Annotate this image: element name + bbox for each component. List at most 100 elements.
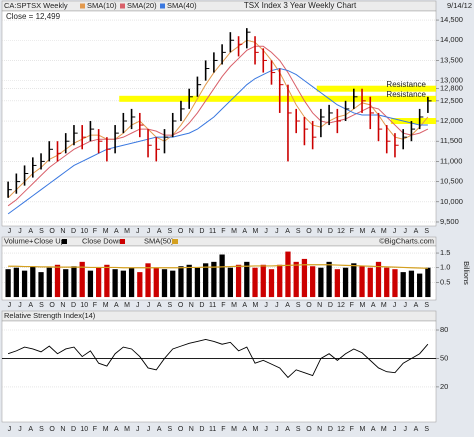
x-tick-label: M	[253, 228, 259, 235]
x-tick-label: M	[231, 426, 237, 433]
x-tick-label: 11	[209, 426, 216, 433]
volume-bar	[203, 263, 209, 298]
x-tick-label: J	[275, 302, 279, 309]
x-tick-label: A	[285, 426, 290, 433]
volume-bar	[79, 261, 85, 298]
date: 9/14/12	[447, 1, 472, 10]
legend-label: Close Down	[82, 236, 122, 245]
x-tick-label: O	[49, 228, 55, 235]
volume-bar	[277, 264, 283, 298]
credit: ©BigCharts.com	[379, 236, 434, 245]
x-tick-label: S	[424, 228, 429, 235]
volume-bar	[400, 272, 406, 298]
x-tick-label: A	[242, 302, 247, 309]
x-tick-label: 12	[337, 302, 345, 309]
x-tick-label: D	[199, 426, 204, 433]
x-tick-label: J	[136, 426, 140, 433]
x-tick-label: J	[393, 426, 397, 433]
price-panel	[1, 10, 437, 227]
volume-bar	[13, 267, 19, 298]
x-tick-label: A	[371, 302, 376, 309]
rsi-title: Relative Strength Index(14)	[4, 311, 96, 320]
legend-swatch	[80, 3, 85, 9]
volume-bar	[104, 264, 110, 298]
x-tick-label: M	[360, 228, 366, 235]
x-tick-label: O	[178, 426, 184, 433]
x-tick-label: M	[253, 302, 259, 309]
annotation: Resistance	[386, 90, 426, 99]
x-tick-label: A	[285, 302, 290, 309]
y-tick-label: 10,500	[440, 177, 463, 186]
x-tick-label: D	[71, 426, 76, 433]
x-tick-label: N	[60, 426, 65, 433]
volume-bar	[170, 270, 176, 298]
volume-bar	[252, 267, 258, 298]
x-tick-label: M	[360, 426, 366, 433]
y-tick-label: 10,000	[440, 197, 463, 206]
x-tick-label: M	[124, 302, 130, 309]
x-tick-label: N	[317, 302, 322, 309]
x-tick-label: A	[28, 426, 33, 433]
x-tick-label: J	[147, 426, 151, 433]
volume-bar	[285, 251, 291, 298]
legend-swatch	[160, 3, 165, 9]
plot-layer	[2, 19, 436, 388]
volume-bar	[342, 267, 349, 298]
volume-bar	[425, 267, 431, 298]
close-label: Close = 12,499	[6, 12, 61, 21]
volume-bar	[326, 261, 332, 298]
x-tick-label: J	[147, 302, 151, 309]
x-tick-label: M	[253, 426, 259, 433]
x-tick-label: A	[285, 228, 290, 235]
x-tick-label: A	[414, 302, 419, 309]
x-tick-label: M	[231, 302, 237, 309]
y-axis-label: Billions	[462, 261, 471, 285]
chart-title: TSX Index 3 Year Weekly Chart	[244, 1, 357, 10]
x-tick-label: O	[49, 302, 55, 309]
x-tick-label: S	[168, 228, 173, 235]
x-tick-label: S	[424, 302, 429, 309]
x-tick-label: O	[178, 228, 184, 235]
volume-bar	[30, 266, 36, 298]
volume-bar	[211, 261, 217, 298]
x-tick-label: S	[424, 426, 429, 433]
x-tick-label: A	[242, 228, 247, 235]
x-tick-label: N	[317, 228, 322, 235]
y-tick-label: 1.5	[440, 248, 450, 257]
y-tick-label: 80	[440, 325, 448, 334]
volume-bar	[268, 269, 275, 298]
legend-label: SMA(10)	[87, 1, 117, 10]
sma-line	[7, 39, 429, 199]
legend-swatch	[120, 3, 125, 9]
x-tick-label: D	[328, 228, 333, 235]
volume-bar	[417, 273, 423, 298]
rsi-panel	[1, 320, 437, 423]
x-tick-label: F	[93, 228, 97, 235]
sma-line	[7, 68, 428, 215]
x-tick-label: M	[381, 426, 387, 433]
x-tick-label: D	[328, 302, 333, 309]
x-tick-label: A	[414, 228, 419, 235]
legend-swatch	[62, 239, 67, 244]
x-tick-label: F	[221, 302, 225, 309]
x-tick-label: 11	[209, 228, 216, 235]
y-tick-label: 0.5	[440, 277, 450, 286]
volume-bar	[186, 264, 192, 298]
volume-bar	[384, 267, 390, 298]
x-tick-label: S	[168, 426, 173, 433]
x-tick-label: F	[350, 302, 354, 309]
volume-bar	[46, 267, 52, 298]
x-tick-label: F	[93, 426, 97, 433]
volume-bar	[153, 267, 159, 298]
volume-sma-line	[8, 264, 428, 269]
x-tick-label: A	[114, 426, 119, 433]
x-tick-label: F	[221, 228, 225, 235]
x-tick-label: M	[381, 302, 387, 309]
x-tick-label: 12	[337, 426, 345, 433]
volume-bar	[96, 267, 102, 298]
x-tick-label: S	[39, 426, 44, 433]
x-tick-label: N	[189, 302, 194, 309]
x-tick-label: M	[103, 426, 109, 433]
x-tick-label: M	[103, 228, 109, 235]
